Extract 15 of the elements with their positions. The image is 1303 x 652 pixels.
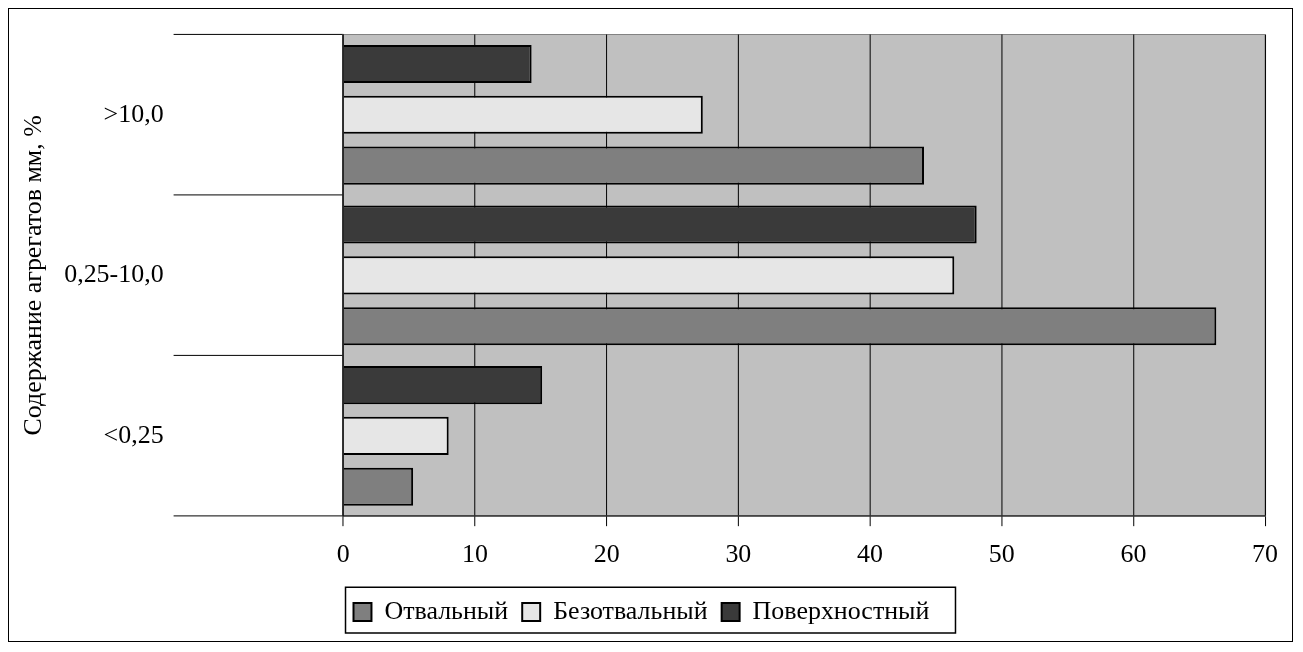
x-tick-label: 30	[725, 539, 752, 569]
legend-label: Безотвальный	[553, 595, 708, 625]
x-tick-label: 40	[857, 539, 883, 569]
x-tick-label: 60	[1120, 539, 1147, 569]
y-tick-label: <0,25	[103, 419, 164, 449]
x-tick-label: 70	[1252, 539, 1279, 569]
legend-label: Отвальный	[384, 595, 509, 625]
y-axis-title: Содержание агрегатов мм, %	[18, 115, 48, 436]
x-tick-label: 50	[988, 539, 1015, 569]
x-tick-label: 0	[336, 539, 350, 569]
x-tick-label: 10	[462, 539, 488, 569]
y-tick-label: >10,0	[103, 98, 164, 128]
y-tick-label: 0,25-10,0	[64, 259, 164, 289]
x-tick-label: 20	[593, 539, 620, 569]
legend-label: Поверхностный	[752, 595, 930, 625]
